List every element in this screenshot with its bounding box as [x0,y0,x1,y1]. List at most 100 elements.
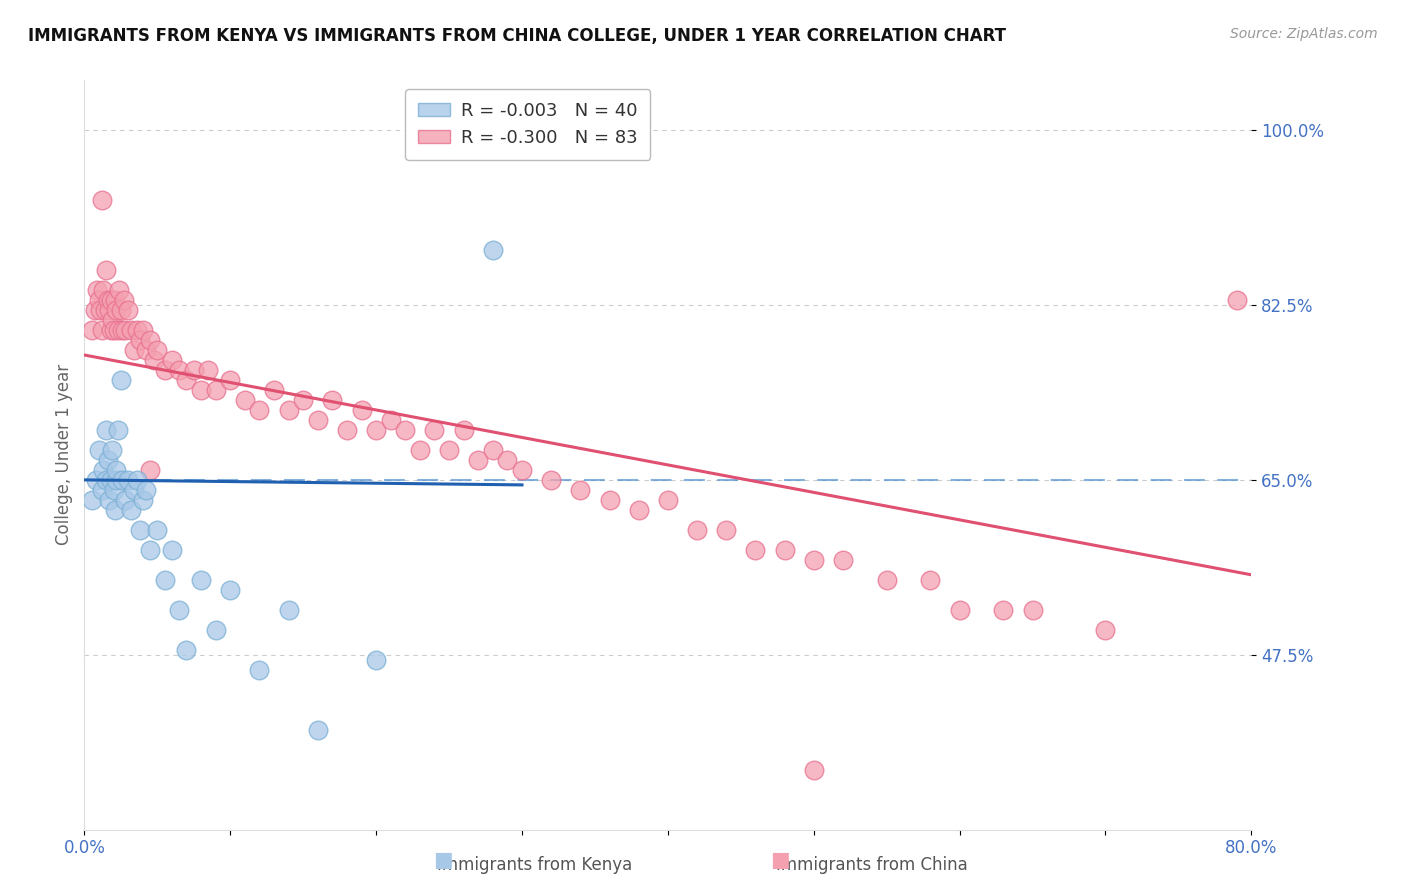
Legend: R = -0.003   N = 40, R = -0.300   N = 83: R = -0.003 N = 40, R = -0.300 N = 83 [405,89,651,160]
Point [94,303,117,318]
Point [143,353,166,368]
Point [103,483,125,497]
Point [219,373,242,387]
Point [321,392,343,407]
Point [190,383,212,397]
Point [128,523,150,537]
Point [453,423,475,437]
Point [394,423,416,437]
Point [832,553,855,567]
Point [89,303,111,318]
Point [91,283,114,297]
Point [100,473,122,487]
Text: Immigrants from Kenya: Immigrants from Kenya [437,856,631,874]
Point [105,473,128,487]
Point [160,353,183,368]
Text: Immigrants from China: Immigrants from China [776,856,967,874]
Point [80,492,103,507]
Point [496,453,519,467]
Point [87,293,110,307]
Point [80,323,103,337]
Point [920,573,942,587]
Point [111,323,134,337]
Point [467,453,489,467]
Point [482,442,505,457]
Point [122,483,145,497]
Point [744,542,766,557]
Point [135,483,157,497]
Point [366,653,388,667]
Text: Source: ZipAtlas.com: Source: ZipAtlas.com [1230,27,1378,41]
Point [101,442,124,457]
Point [307,723,329,737]
Point [122,343,145,357]
Point [107,423,129,437]
Point [103,323,125,337]
Y-axis label: College, Under 1 year: College, Under 1 year [55,364,73,546]
Point [803,553,825,567]
Point [86,283,108,297]
Point [993,603,1015,617]
Point [104,293,127,307]
Point [100,323,122,337]
Point [277,403,299,417]
Point [83,303,105,318]
Point [773,542,796,557]
Point [423,423,446,437]
Point [176,373,198,387]
Point [292,392,315,407]
Point [101,313,124,327]
Point [153,363,176,377]
Point [510,463,533,477]
Point [139,333,162,347]
Point [117,473,139,487]
Point [1094,623,1116,637]
Point [219,582,242,597]
Point [1226,293,1249,307]
Point [98,303,121,318]
Point [1021,603,1043,617]
Point [117,303,139,318]
Point [307,413,329,427]
Point [627,503,650,517]
Point [657,492,679,507]
Point [366,423,388,437]
Point [87,442,110,457]
Point [160,542,183,557]
Point [139,463,162,477]
Point [110,373,132,387]
Point [108,283,131,297]
Point [96,473,118,487]
Point [105,303,128,318]
Point [686,523,709,537]
Text: ■: ■ [770,850,790,870]
Point [111,473,134,487]
Point [437,442,460,457]
Point [204,623,226,637]
Point [114,323,136,337]
Point [96,423,118,437]
Point [263,383,285,397]
Text: IMMIGRANTS FROM KENYA VS IMMIGRANTS FROM CHINA COLLEGE, UNDER 1 YEAR CORRELATION: IMMIGRANTS FROM KENYA VS IMMIGRANTS FROM… [28,27,1007,45]
Point [96,263,118,277]
Point [90,323,112,337]
Point [204,383,226,397]
Point [190,573,212,587]
Point [132,492,155,507]
Point [336,423,359,437]
Point [716,523,738,537]
Point [120,323,142,337]
Point [90,193,112,207]
Point [104,503,127,517]
Point [146,523,169,537]
Point [114,492,136,507]
Point [135,343,157,357]
Point [249,663,271,677]
Point [167,363,190,377]
Point [153,573,176,587]
Point [876,573,898,587]
Point [409,442,432,457]
Point [100,293,122,307]
Text: ■: ■ [433,850,453,870]
Point [84,473,107,487]
